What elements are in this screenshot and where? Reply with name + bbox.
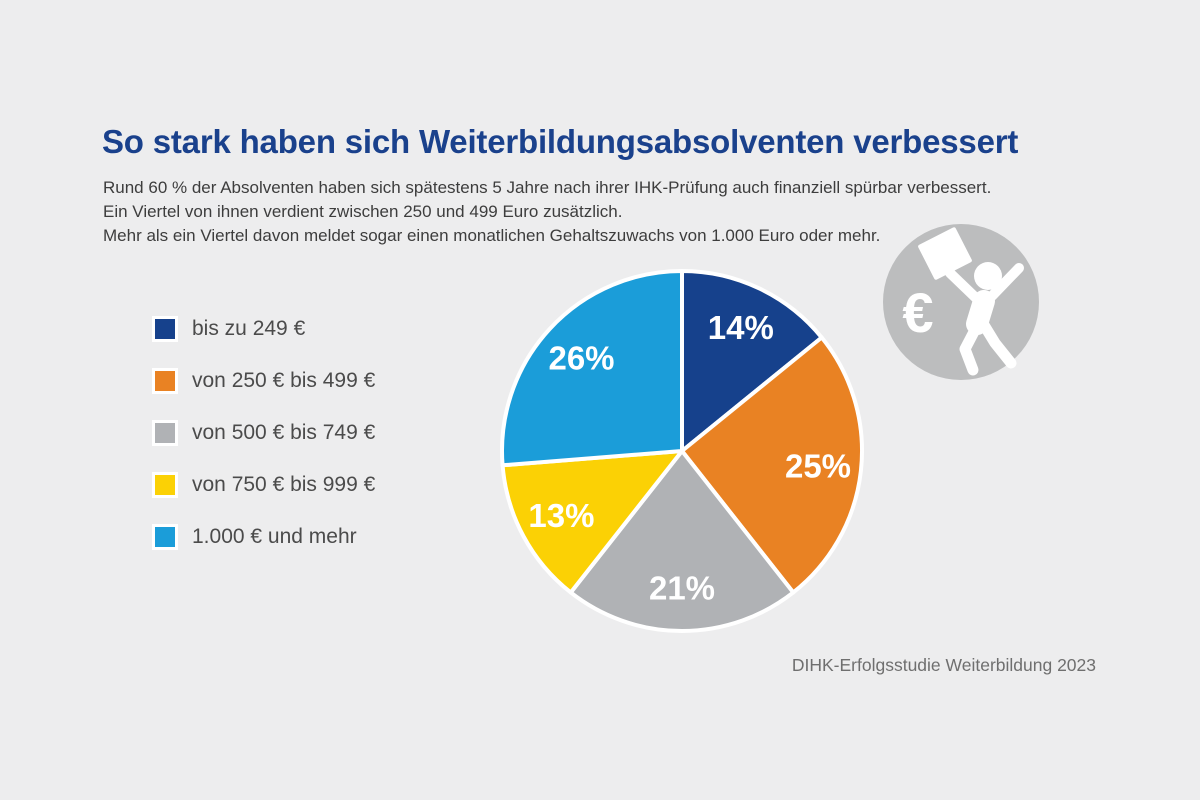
legend-swatch-orange	[152, 368, 178, 394]
legend-swatch-light-blue	[152, 524, 178, 550]
subtitle-line-2: Ein Viertel von ihnen verdient zwischen …	[103, 202, 623, 221]
legend-swatch-dark-blue	[152, 316, 178, 342]
subtitle-line-3: Mehr als ein Viertel davon meldet sogar …	[103, 226, 881, 245]
pie-slice-14%	[680, 269, 824, 453]
pie-slice-label: 25%	[785, 448, 851, 485]
pie-slice-26%	[500, 269, 684, 468]
pie-slice-13%	[500, 449, 684, 595]
page-title: So stark haben sich Weiterbildungsabsolv…	[102, 123, 1019, 160]
pie-slice-25%	[680, 335, 864, 595]
euro-icon: €	[902, 281, 933, 344]
pie-slice-label: 21%	[649, 569, 715, 606]
legend-label: von 750 € bis 999 €	[192, 473, 376, 496]
pie-chart: 14% 25% 21% 13% 26%	[500, 269, 864, 634]
pie-slice-label: 14%	[708, 309, 774, 346]
pie-slice-label: 26%	[548, 340, 614, 377]
legend-label: 1.000 € und mehr	[192, 525, 357, 548]
legend-item: von 500 € bis 749 €	[152, 420, 375, 446]
legend-label: von 500 € bis 749 €	[192, 421, 376, 444]
subtitle-line-1: Rund 60 % der Absolventen haben sich spä…	[103, 178, 992, 197]
jumping-person-euro-icon: €	[883, 224, 1039, 380]
pie-slice-label: 13%	[528, 497, 594, 534]
jumping-person-icon	[945, 262, 1024, 376]
legend-swatch-yellow	[152, 472, 178, 498]
legend-swatch-gray	[152, 420, 178, 446]
legend-item: von 750 € bis 999 €	[152, 472, 375, 498]
legend-item: von 250 € bis 499 €	[152, 368, 375, 394]
certificate-icon	[918, 227, 972, 280]
chart-legend: bis zu 249 € von 250 € bis 499 € von 500…	[152, 316, 375, 576]
legend-item: 1.000 € und mehr	[152, 524, 375, 550]
subtitle: Rund 60 % der Absolventen haben sich spä…	[103, 176, 991, 248]
legend-label: bis zu 249 €	[192, 317, 306, 340]
legend-label: von 250 € bis 499 €	[192, 369, 376, 392]
legend-item: bis zu 249 €	[152, 316, 375, 342]
pie-slice-21%	[568, 449, 796, 634]
source-caption: DIHK-Erfolgsstudie Weiterbildung 2023	[791, 655, 1096, 675]
